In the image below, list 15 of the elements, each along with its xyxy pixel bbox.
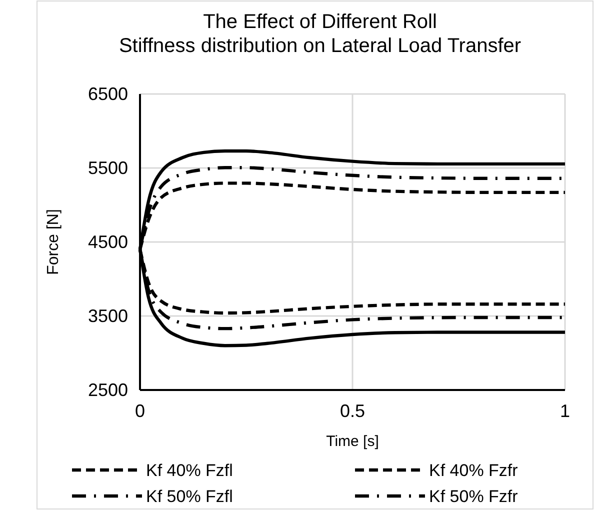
chart-title: The Effect of Different Roll Stiffness distribution on Lateral Load Transfer	[118, 11, 522, 57]
y-tick-label: 5500	[88, 158, 128, 178]
y-tick-label: 3500	[88, 306, 128, 326]
y-axis-title: Force [N]	[45, 209, 62, 275]
legend-label: Kf 40% Fzfl	[146, 461, 233, 480]
x-axis-title: Time [s]	[326, 433, 379, 450]
legend-label: Kf 50% Fzfl	[146, 487, 233, 506]
legend-label: Kf 40% Fzfr	[429, 461, 518, 480]
y-tick-label: 4500	[88, 232, 128, 252]
x-tick-label: 1	[560, 400, 570, 421]
legend-label: Kf 50% Fzfr	[429, 487, 518, 506]
x-tick-label: 0.5	[340, 400, 366, 421]
y-tick-label: 6500	[88, 84, 128, 104]
x-tick-label: 0	[134, 400, 146, 421]
y-tick-label: 2500	[88, 380, 128, 400]
